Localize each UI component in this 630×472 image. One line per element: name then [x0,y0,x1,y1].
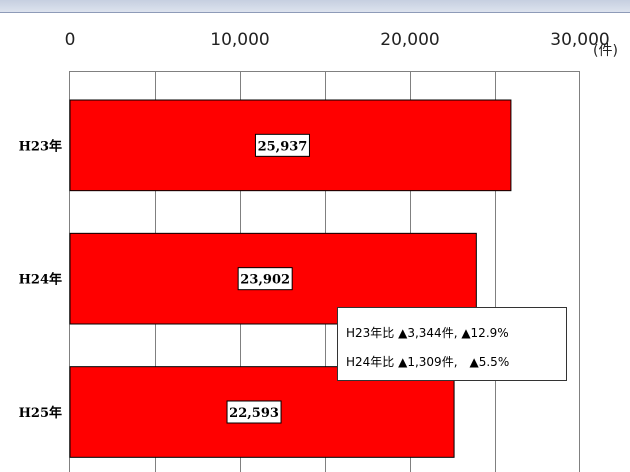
x-tick-label: 10,000 [210,30,269,50]
data-label: 25,937 [254,133,310,157]
note-line-2: H24年比 ▲1,309件, ▲5.5% [346,355,509,369]
category-label: H25年 [19,405,62,421]
data-label: 23,902 [237,267,293,291]
data-label-box [226,400,282,424]
category-label: H23年 [19,138,62,154]
top-tick-labels: 0 10,000 20,000 30,000 [65,30,610,50]
x-tick-label: 0 [65,30,76,50]
data-label-box [237,267,293,291]
data-label: 22,593 [226,400,282,424]
data-label-box [254,133,310,157]
data-label-text: 22,593 [229,406,279,421]
data-label-text: 25,937 [258,139,308,154]
unit-label: (件) [593,43,618,59]
x-tick-label: 30,000 [550,30,609,50]
title-banner [0,0,630,13]
note-line-1: H23年比 ▲3,344件, ▲12.9% [346,326,509,340]
category-labels: H23年 H24年 H25年 [19,138,62,421]
comparison-note-box: H23年比 ▲3,344件, ▲12.9% H24年比 ▲1,309件, ▲5.… [337,307,567,381]
note-box-frame [337,307,567,381]
x-tick-label: 20,000 [380,30,439,50]
data-label-text: 23,902 [240,273,290,288]
category-label: H24年 [19,272,62,288]
data-labels: 25,937 23,902 22,593 [226,133,310,424]
